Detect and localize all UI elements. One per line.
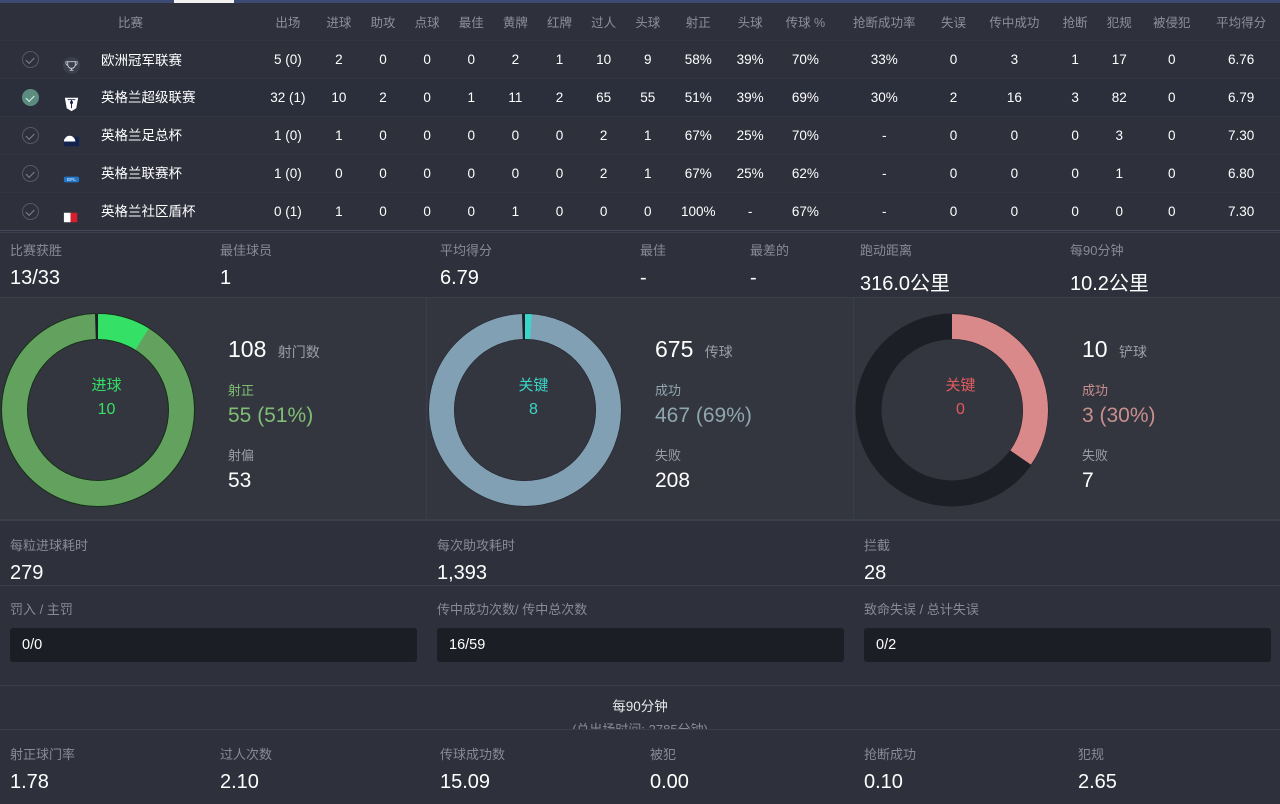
- svg-text:EFL: EFL: [67, 177, 76, 183]
